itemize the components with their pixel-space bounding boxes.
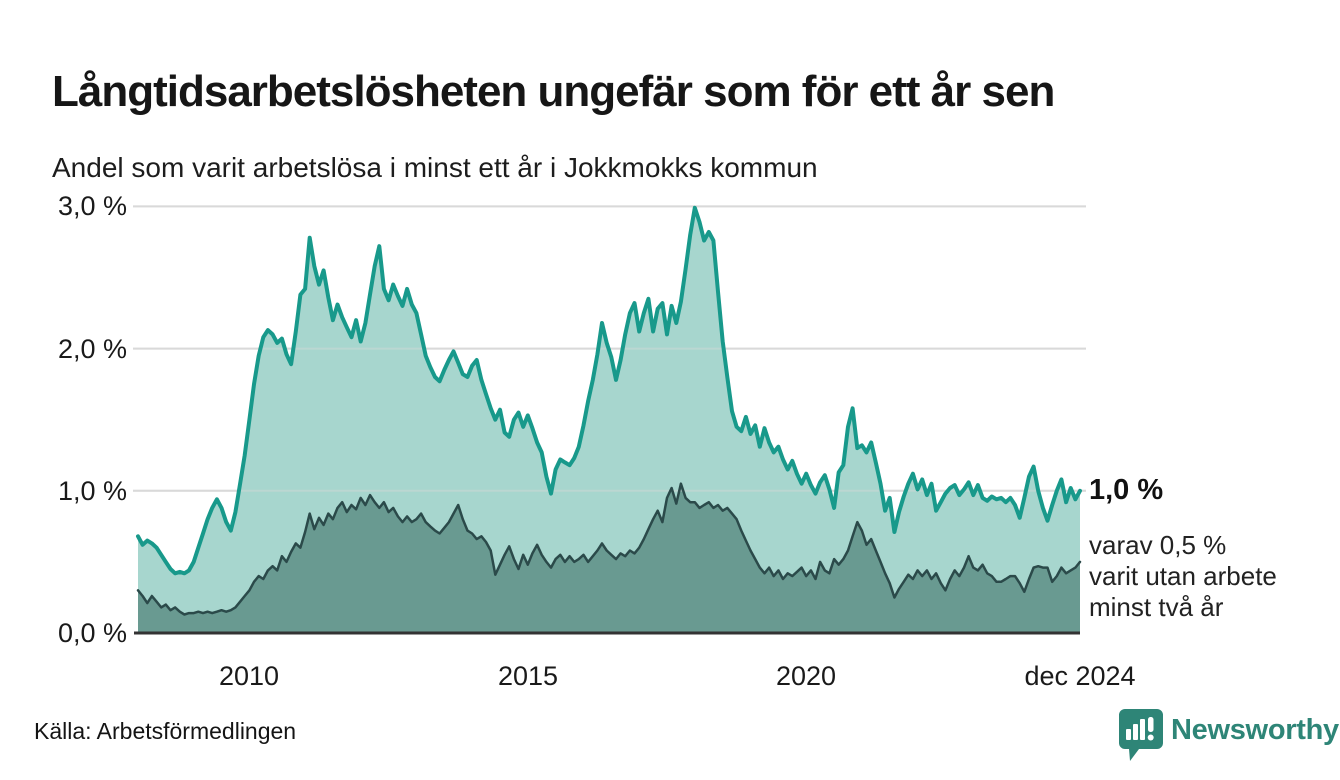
x-axis-label-dec-2024: dec 2024 — [1024, 661, 1136, 691]
end-note: varav 0,5 % varit utan arbete minst två … — [1089, 530, 1340, 623]
end-note-line-1: varav 0,5 % — [1089, 530, 1227, 560]
y-axis-label-3: 3,0 % — [57, 191, 127, 221]
end-note-line-3: minst två år — [1089, 592, 1224, 622]
y-axis-label-2: 2,0 % — [57, 334, 127, 364]
y-axis-label-1: 1,0 % — [57, 476, 127, 506]
page-title: Långtidsarbetslösheten ungefär som för e… — [52, 67, 1055, 117]
x-axis-label-2015: 2015 — [497, 661, 559, 691]
newsworthy-logo-icon — [1119, 709, 1163, 761]
source-credit: Källa: Arbetsförmedlingen — [34, 718, 297, 744]
end-note-line-2: varit utan arbete — [1089, 561, 1277, 591]
newsworthy-wordmark: Newsworthy — [1171, 714, 1339, 746]
y-axis-label-0: 0,0 % — [57, 618, 127, 648]
end-value-label: 1,0 % — [1089, 474, 1164, 506]
x-axis-label-2010: 2010 — [218, 661, 280, 691]
x-axis-label-2020: 2020 — [775, 661, 837, 691]
page-subtitle: Andel som varit arbetslösa i minst ett å… — [52, 152, 818, 183]
